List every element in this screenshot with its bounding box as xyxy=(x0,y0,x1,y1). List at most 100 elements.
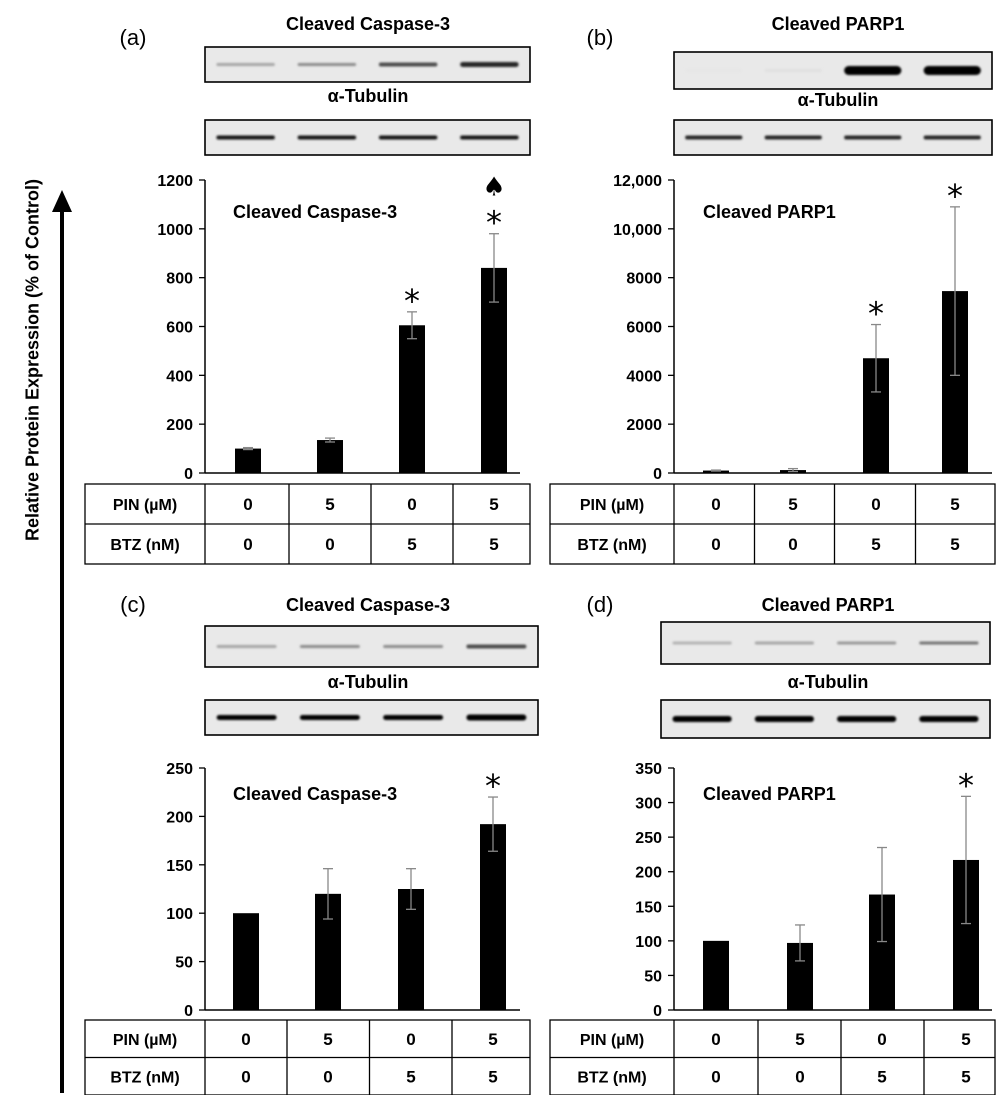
blot-bottom-band xyxy=(383,715,444,720)
table-cell: 5 xyxy=(788,495,797,514)
panel-d: (d) Cleaved PARP1α-Tubulin050100150200250… xyxy=(549,592,996,1095)
blot-bottom-band xyxy=(754,716,814,722)
table-cell: 0 xyxy=(243,535,252,554)
panels-group: (a) Cleaved Caspase-3 α-Tubulin 0 200 400 600 8… xyxy=(84,14,996,1095)
blot-title-top: Cleaved Caspase-3 xyxy=(286,14,450,34)
y-tick-label: 150 xyxy=(166,858,193,875)
blot-title-top: Cleaved PARP1 xyxy=(762,595,895,615)
blot-bottom-band xyxy=(923,135,981,140)
blot-bottom-band xyxy=(466,714,527,721)
table-cell: 0 xyxy=(711,1030,720,1049)
table-cell: 0 xyxy=(406,1030,415,1049)
table-cell: 5 xyxy=(877,1067,886,1086)
table-row-label: BTZ (nM) xyxy=(577,537,646,554)
blot-title-top: Cleaved PARP1 xyxy=(772,14,905,34)
blot-bottom-band xyxy=(919,716,979,722)
chart-title: Cleaved Caspase-3 xyxy=(233,784,397,804)
blot-top-band xyxy=(685,69,743,72)
y-tick-label: 350 xyxy=(635,761,662,778)
blot-bottom-band xyxy=(297,135,357,140)
y-tick-label: 600 xyxy=(166,320,193,337)
table-cell: 0 xyxy=(243,495,252,514)
table-cell: 0 xyxy=(871,495,880,514)
y-tick-label: 250 xyxy=(635,830,662,847)
table-cell: 0 xyxy=(325,535,334,554)
blot-top-band xyxy=(383,645,444,648)
bar-1 xyxy=(233,913,259,1010)
chart-title: Cleaved Caspase-3 xyxy=(233,202,397,222)
table-cell: 5 xyxy=(325,495,334,514)
blot-top-band xyxy=(216,63,275,66)
blot-bottom-band xyxy=(216,715,277,720)
table-cell: 5 xyxy=(488,1067,497,1086)
blot-top-band xyxy=(672,641,732,645)
table-row-label: PIN (µM) xyxy=(113,497,177,514)
table-row-label: BTZ (nM) xyxy=(110,537,179,554)
blot-bottom-band xyxy=(764,135,822,140)
table-cell: 0 xyxy=(788,535,797,554)
y-tick-label: 0 xyxy=(653,466,662,483)
y-tick-label: 4000 xyxy=(626,368,662,385)
table-row-label: BTZ (nM) xyxy=(577,1069,646,1086)
y-tick-label: 200 xyxy=(166,809,193,826)
y-tick-label: 50 xyxy=(175,955,193,972)
table-cell: 0 xyxy=(795,1067,804,1086)
y-tick-label: 0 xyxy=(184,1003,193,1020)
blot-title-top: Cleaved Caspase-3 xyxy=(286,595,450,615)
y-tick-label: 200 xyxy=(166,417,193,434)
y-tick-label: 400 xyxy=(166,368,193,385)
table-cell: 5 xyxy=(489,495,498,514)
blot-top-band xyxy=(297,63,357,66)
table-cell: 0 xyxy=(241,1067,250,1086)
significance-marker: * xyxy=(947,177,963,215)
y-tick-label: 2000 xyxy=(626,417,662,434)
blot-top-band xyxy=(837,641,897,645)
panel-c: (c) Cleaved Caspase-3α-Tubulin05010015020… xyxy=(84,592,539,1095)
significance-marker: ♠ xyxy=(482,173,505,203)
blot-bottom-band xyxy=(685,135,743,140)
table-cell: 5 xyxy=(489,535,498,554)
table-cell: 5 xyxy=(871,535,880,554)
table-cell: 5 xyxy=(950,535,959,554)
table-cell: 5 xyxy=(406,1067,415,1086)
bar-1 xyxy=(703,470,729,473)
table-cell: 0 xyxy=(241,1030,250,1049)
y-tick-label: 50 xyxy=(644,968,662,985)
blot-top-band xyxy=(754,641,814,645)
blot-bottom-band xyxy=(837,716,897,722)
significance-marker: * xyxy=(485,767,501,805)
panel-label: (a) xyxy=(120,25,147,50)
y-tick-label: 1000 xyxy=(157,222,193,239)
y-tick-label: 300 xyxy=(635,796,662,813)
y-tick-label: 10,000 xyxy=(613,222,662,239)
blot-top-band xyxy=(299,645,360,648)
panel-label: (b) xyxy=(587,25,614,50)
table-row-label: PIN (µM) xyxy=(580,1032,644,1049)
blot-top-band xyxy=(844,66,902,75)
y-tick-label: 150 xyxy=(635,899,662,916)
bar-3 xyxy=(399,325,425,473)
y-tick-label: 6000 xyxy=(626,320,662,337)
table-cell: 5 xyxy=(950,495,959,514)
table-row-label: PIN (µM) xyxy=(113,1032,177,1049)
blot-bottom-band xyxy=(844,135,902,140)
significance-marker: * xyxy=(868,295,884,333)
table-cell: 0 xyxy=(711,535,720,554)
blot-bottom-band xyxy=(672,716,732,722)
bar-1 xyxy=(703,940,729,1010)
y-tick-label: 800 xyxy=(166,271,193,288)
y-axis-arrow-head xyxy=(52,190,72,212)
table-cell: 5 xyxy=(407,535,416,554)
y-tick-label: 12,000 xyxy=(613,173,662,190)
blot-bottom-band xyxy=(299,715,360,720)
table-cell: 0 xyxy=(711,1067,720,1086)
chart-title: Cleaved PARP1 xyxy=(703,784,836,804)
y-tick-label: 100 xyxy=(635,934,662,951)
panel-label: (c) xyxy=(120,592,146,617)
blot-top-band xyxy=(460,62,519,67)
bar-4 xyxy=(480,824,506,1010)
blot-bottom-band xyxy=(460,135,519,140)
table-cell: 0 xyxy=(711,495,720,514)
blot-top-band xyxy=(923,66,981,75)
